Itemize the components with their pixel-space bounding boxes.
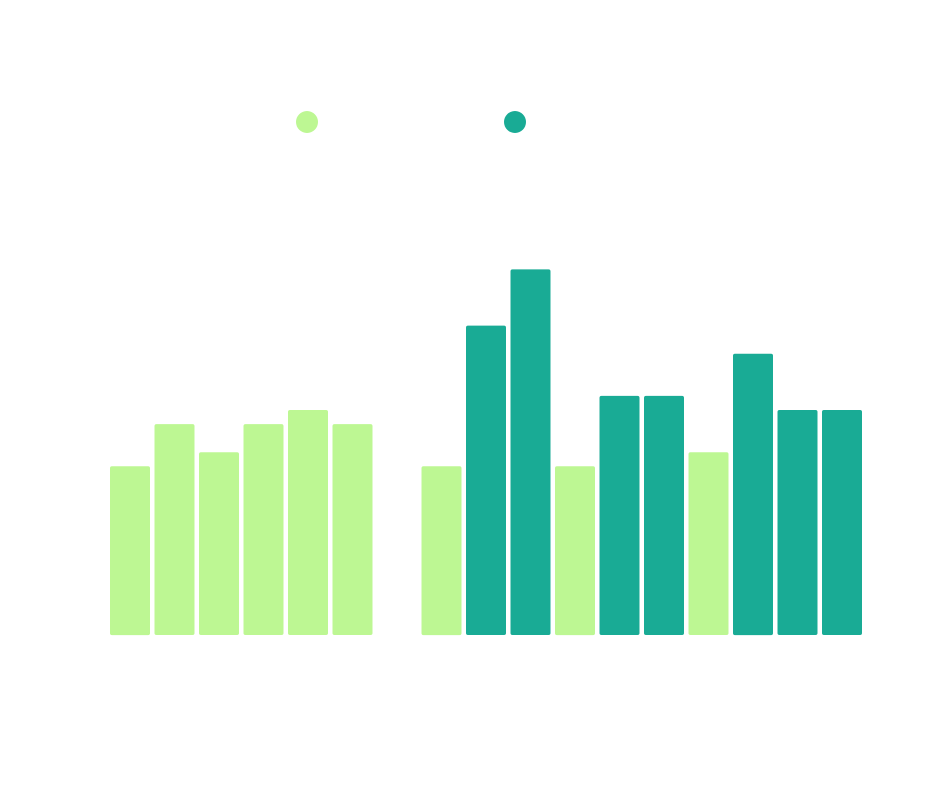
bar-series-1-slot-5 [288, 410, 328, 635]
bar-series-2-slot-15 [733, 353, 773, 636]
bar-series-2-slot-9 [466, 325, 506, 635]
bar-series-2-slot-17 [822, 410, 862, 635]
bar-series-1-slot-1 [110, 466, 150, 636]
bar-series-2-slot-12 [599, 395, 640, 635]
bar-series-2-slot-16 [777, 410, 818, 635]
plot-area [110, 269, 862, 636]
bar-series-2-slot-10 [510, 269, 551, 635]
bar-series-2-slot-13 [644, 395, 684, 635]
bar-series-1-slot-3 [199, 452, 239, 635]
bar-series-1-slot-6 [332, 424, 373, 635]
legend-marker-series-1[interactable] [296, 111, 318, 133]
bar-series-1-slot-11 [555, 466, 595, 636]
bar-series-1-slot-8 [421, 466, 462, 636]
bar-series-1-slot-14 [688, 452, 729, 635]
bar-series-1-slot-2 [154, 424, 195, 635]
bar-series-1-slot-4 [243, 424, 284, 635]
legend-marker-series-2[interactable] [504, 111, 526, 133]
legend [296, 111, 526, 133]
